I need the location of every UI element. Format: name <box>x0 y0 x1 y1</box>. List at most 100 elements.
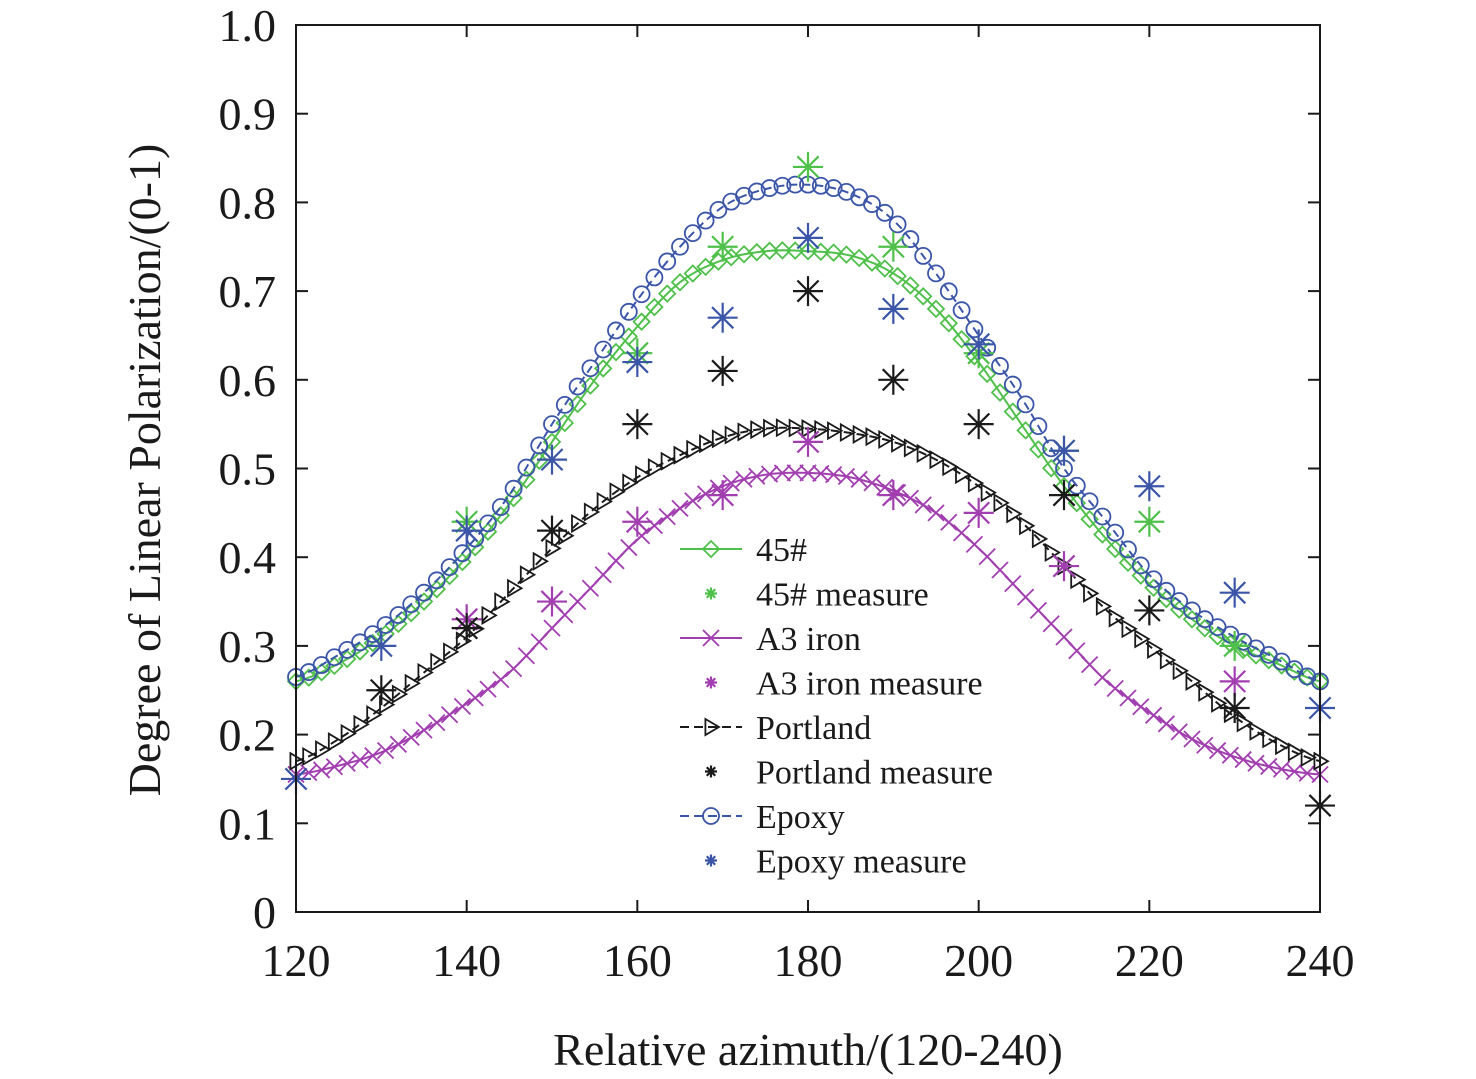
asterisk-marker <box>537 586 567 617</box>
diamond-marker <box>837 245 856 264</box>
circle-marker <box>702 807 720 825</box>
triangle-marker <box>519 565 537 585</box>
triangle-marker <box>737 422 754 442</box>
triangle-marker <box>315 740 332 760</box>
triangle-marker <box>903 438 921 458</box>
series-a3-iron-measure <box>451 426 1250 697</box>
circle-marker <box>376 616 395 634</box>
triangle-marker <box>583 502 601 522</box>
x-marker <box>1247 754 1265 772</box>
triangle-marker <box>635 465 652 485</box>
diamond-marker <box>798 241 818 261</box>
x-marker <box>658 508 676 526</box>
series-portland <box>289 418 1330 771</box>
asterisk-marker <box>878 480 909 511</box>
series-layer <box>281 151 1335 821</box>
triangle-marker <box>865 427 882 447</box>
circle-marker <box>658 252 677 271</box>
circle-marker <box>939 282 958 301</box>
triangle-marker <box>1134 629 1151 649</box>
circle-marker <box>415 583 433 602</box>
circle-marker <box>517 458 536 477</box>
y-axis-title: Degree of Linear Polarization/(0-1) <box>119 144 170 797</box>
asterisk-marker <box>451 515 482 546</box>
asterisk-marker <box>1049 435 1079 466</box>
circle-marker <box>1080 492 1099 511</box>
triangle-marker <box>852 424 869 444</box>
triangle-marker <box>993 493 1010 513</box>
triangle-marker <box>1275 736 1292 756</box>
circle-marker <box>453 544 472 563</box>
x-marker <box>453 697 472 716</box>
x-marker <box>312 761 331 779</box>
circle-marker <box>1119 540 1137 559</box>
x-marker <box>338 754 356 773</box>
x-marker <box>799 464 817 482</box>
asterisk-marker <box>537 515 567 546</box>
legend-label: Epoxy measure <box>756 844 967 881</box>
triangle-marker <box>1300 747 1317 768</box>
axes-layer: 120 140 160 180 200 220 240 0 0.1 0.2 0.3 0.4 0.5 0.6… <box>219 0 1355 986</box>
circle-marker <box>863 195 881 213</box>
y-tick-label: 0.5 <box>219 444 277 495</box>
x-marker <box>863 474 881 492</box>
x-tick-label: 240 <box>1286 935 1355 986</box>
diamond-marker <box>862 253 882 272</box>
triangle-marker <box>1031 529 1049 549</box>
circle-marker <box>671 237 689 256</box>
triangle-marker <box>545 538 562 558</box>
diamond-marker <box>1285 662 1304 681</box>
triangle-marker <box>763 418 780 438</box>
series-epoxy-measure <box>281 222 1335 794</box>
legend-label: A3 iron <box>756 621 861 658</box>
asterisk-marker <box>878 293 909 324</box>
x-marker <box>1183 730 1201 748</box>
asterisk-marker <box>366 630 397 661</box>
asterisk-marker <box>793 151 823 182</box>
triangle-marker <box>1070 570 1087 590</box>
x-marker <box>1106 679 1124 698</box>
circle-marker <box>1042 439 1061 458</box>
asterisk-marker <box>1134 595 1165 626</box>
series-line <box>295 183 1321 683</box>
circle-marker <box>1106 523 1125 542</box>
series-portland-measure <box>366 276 1335 821</box>
asterisk-marker <box>705 765 717 778</box>
triangle-marker <box>967 473 985 493</box>
x-tick-label: 160 <box>603 935 672 986</box>
circle-marker <box>773 176 792 195</box>
legend-item: 45# measure <box>705 577 929 614</box>
circle-marker <box>1093 507 1112 526</box>
series-epoxy <box>287 175 1329 691</box>
circle-marker <box>351 633 369 652</box>
circle-marker <box>1144 570 1163 589</box>
x-marker <box>1234 750 1252 769</box>
circle-marker <box>1016 395 1035 414</box>
triangle-marker <box>379 695 396 715</box>
triangle-marker <box>711 429 729 449</box>
circle-marker <box>338 640 357 659</box>
triangle-marker <box>404 673 421 693</box>
triangle-marker <box>1147 639 1164 660</box>
x-marker <box>1144 706 1163 724</box>
x-marker <box>1093 668 1112 687</box>
triangle-marker <box>942 457 959 477</box>
x-marker <box>1196 736 1214 754</box>
diamond-marker <box>990 383 1010 402</box>
circle-marker <box>543 415 561 434</box>
asterisk-marker <box>622 506 653 537</box>
triangle-marker <box>391 684 409 704</box>
diamond-marker <box>952 330 971 349</box>
legend-item: Portland measure <box>705 755 993 792</box>
x-marker <box>914 496 932 514</box>
circle-marker <box>683 224 702 242</box>
x-marker <box>850 470 868 488</box>
asterisk-marker <box>366 675 397 706</box>
asterisk-marker <box>963 409 994 440</box>
y-tick-label: 0 <box>253 887 276 938</box>
x-marker <box>940 513 958 531</box>
triangle-marker <box>660 451 677 471</box>
y-tick-label: 0.8 <box>219 177 277 228</box>
x-marker <box>927 504 945 522</box>
triangle-marker <box>1083 583 1100 603</box>
